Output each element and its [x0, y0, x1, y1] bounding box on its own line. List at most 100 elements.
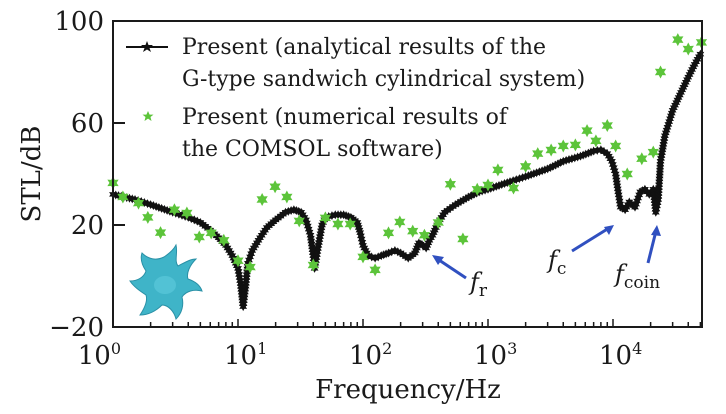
axes-frame [112, 20, 703, 328]
numerical-point [457, 232, 469, 246]
numerical-point [471, 182, 483, 196]
analytical-point [608, 159, 617, 169]
numerical-point [492, 163, 504, 177]
analytical-point [668, 105, 677, 115]
legend-star-swatch [142, 111, 154, 121]
numerical-point [507, 181, 520, 195]
analytical-point [695, 52, 703, 62]
analytical-point [226, 248, 235, 258]
numerical-point [132, 196, 145, 210]
analytical-point [515, 174, 524, 184]
analytical-point [244, 258, 252, 268]
analytical-point [140, 198, 149, 208]
analytical-point [686, 67, 695, 77]
analytical-point [174, 209, 183, 219]
numerical-point [601, 119, 613, 133]
analytical-point [336, 210, 345, 220]
analytical-point [300, 212, 309, 222]
arrowhead-icon [432, 255, 444, 265]
analytical-point [418, 240, 427, 250]
analytical-point [621, 205, 630, 215]
svg-text:100: 100 [78, 339, 121, 371]
analytical-point [232, 261, 241, 271]
legend-label: Present (analytical results of the [182, 35, 546, 60]
x-tick-label: 101 [224, 339, 267, 371]
analytical-point [512, 175, 521, 185]
analytical-point [357, 234, 366, 244]
analytical-point [359, 240, 367, 250]
analytical-point [302, 215, 310, 225]
numerical-point [332, 217, 344, 231]
annotation-fcoin: fcoin [613, 225, 661, 293]
analytical-point [604, 151, 613, 161]
analytical-point [303, 221, 312, 231]
analytical-point [427, 233, 435, 243]
numerical-point [193, 230, 205, 244]
analytical-point [254, 235, 263, 245]
analytical-point [319, 217, 328, 227]
analytical-point [318, 220, 326, 230]
arrowhead-icon [604, 225, 614, 235]
analytical-point [624, 200, 632, 210]
analytical-point [259, 228, 268, 238]
analytical-point [684, 72, 693, 82]
y-tick-label: 60 [71, 109, 104, 139]
analytical-point [439, 210, 447, 220]
analytical-point [678, 85, 687, 95]
legend-entry-numerical: Present (numerical results of the COMSOL… [142, 105, 509, 162]
analytical-point [367, 252, 376, 262]
x-tick-label: 100 [78, 339, 121, 371]
analytical-point [425, 235, 434, 245]
numerical-point [154, 226, 167, 240]
analytical-point [509, 176, 518, 186]
numerical-point [117, 190, 129, 204]
analytical-point [358, 237, 367, 247]
x-tick-label: 102 [349, 339, 392, 371]
analytical-point [696, 49, 705, 59]
x-tick-label: 104 [599, 339, 642, 371]
y-axis-title: STL/dB [17, 126, 47, 223]
arrow-fcoin [646, 230, 658, 264]
analytical-point [364, 251, 373, 261]
analytical-point [261, 225, 269, 235]
analytical-point [606, 154, 615, 164]
analytical-point [356, 228, 365, 238]
numerical-point [621, 167, 633, 181]
analytical-point [643, 187, 651, 197]
analytical-point [675, 90, 684, 100]
x-tick-label: 103 [474, 339, 517, 371]
analytical-point [223, 243, 232, 253]
y-tick-label: −20 [49, 313, 104, 343]
analytical-point [692, 57, 700, 67]
analytical-point [681, 77, 690, 87]
analytical-point [690, 59, 699, 69]
analytical-point [360, 243, 369, 253]
annotation-fr: fr [432, 255, 488, 301]
analytical-point [674, 93, 683, 102]
numerical-point [532, 147, 544, 161]
numerical-point [218, 233, 230, 247]
analytical-point [423, 240, 432, 250]
numerical-point [444, 177, 456, 191]
analytical-point [362, 248, 371, 258]
numerical-point [520, 159, 532, 173]
analytical-point [679, 82, 688, 92]
analytical-point [298, 210, 307, 220]
numerical-point [432, 215, 444, 229]
analytical-point [608, 156, 616, 166]
axis-ticks [112, 20, 702, 328]
numerical-point [590, 134, 602, 148]
analytical-point [256, 233, 264, 243]
analytical-point [328, 211, 336, 221]
analytical-point [437, 212, 446, 222]
numerical-point [672, 33, 684, 47]
arrow-fr [435, 256, 467, 280]
annotation-label: fcoin [613, 260, 660, 293]
analytical-point [610, 166, 619, 176]
legend-entry-analytical: Present (analytical results of the G-typ… [126, 35, 585, 92]
analytical-point [669, 103, 678, 113]
y-tick-label: 100 [54, 7, 104, 37]
analytical-point [297, 207, 306, 217]
analytical-point [603, 149, 612, 159]
analytical-point [429, 228, 438, 238]
